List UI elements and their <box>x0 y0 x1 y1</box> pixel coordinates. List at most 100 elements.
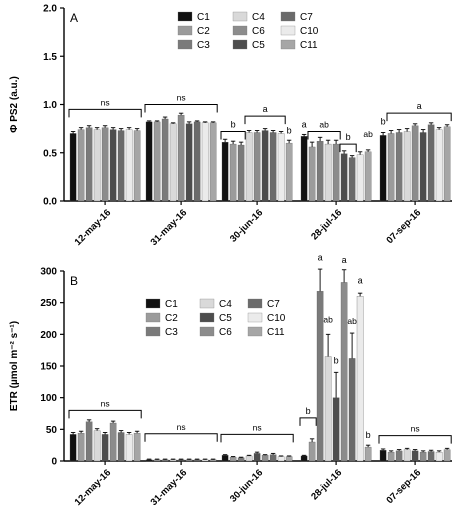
y-tick-label: 2.0 <box>43 4 57 15</box>
bar-c6 <box>419 451 427 462</box>
bar-c10 <box>201 122 209 202</box>
significance-bracket <box>68 108 142 118</box>
bar-c7 <box>348 358 356 462</box>
legend-swatch-c2 <box>145 312 161 323</box>
significance-label: ns <box>177 422 186 432</box>
bar-c5 <box>253 453 261 462</box>
bar-c1 <box>300 455 308 462</box>
bar-c2 <box>153 121 161 202</box>
y-tick-label: 50 <box>46 425 58 436</box>
x-tick-label: 07-sep-16 <box>384 467 423 506</box>
bar-c10 <box>277 456 285 462</box>
significance-label: ab <box>323 315 333 325</box>
x-tick-label: 30-jun-16 <box>228 467 265 504</box>
x-tick-label: 31-may-16 <box>149 467 190 508</box>
x-tick-label: 28-jul-16 <box>309 467 344 502</box>
x-tick-label: 12-may-16 <box>73 467 114 508</box>
bar-c5 <box>109 129 117 202</box>
y-tick-label: 150 <box>40 362 57 373</box>
legend-label: C6 <box>252 26 265 37</box>
significance-label: a <box>342 255 347 265</box>
bar-c7 <box>348 157 356 202</box>
bar-c3 <box>85 421 93 462</box>
legend-label: C11 <box>300 40 318 51</box>
legend-swatch-c4 <box>199 298 215 309</box>
legend-label: C7 <box>300 12 313 23</box>
significance-label: b <box>287 125 292 135</box>
bar-c4 <box>169 123 177 202</box>
significance-label: a <box>302 120 307 130</box>
legend-label: C4 <box>219 299 232 310</box>
legend-label: C3 <box>197 40 210 51</box>
legend-swatch-c7 <box>280 11 296 22</box>
bar-c2 <box>229 457 237 462</box>
y-tick-label: 0.0 <box>43 197 57 208</box>
significance-label: ab <box>319 120 329 130</box>
bar-c1 <box>379 135 387 202</box>
legend-swatch-c3 <box>177 39 193 50</box>
significance-label: b <box>231 120 236 130</box>
bar-c11 <box>133 130 141 202</box>
bar-c11 <box>209 459 217 462</box>
significance-bracket <box>144 433 218 442</box>
bar-c1 <box>379 450 387 462</box>
legend-label: C2 <box>197 26 210 37</box>
significance-label: ns <box>253 422 262 432</box>
bar-c11 <box>285 142 293 202</box>
bar-c6 <box>253 132 261 202</box>
y-tick-label: 250 <box>40 298 57 309</box>
bar-c4 <box>324 143 332 202</box>
bar-c10 <box>277 133 285 202</box>
legend-label: C10 <box>267 313 286 324</box>
bar-c2 <box>229 143 237 202</box>
legend-swatch-c2 <box>177 25 193 36</box>
panel-b: 0 50 100 150 200 250 300 ETR (µmol m⁻² s⁻¹) B 12-… <box>9 253 452 508</box>
bar-c6 <box>261 455 269 462</box>
bar-c4 <box>169 459 177 462</box>
bar-c7 <box>427 124 435 202</box>
significance-label: b <box>306 406 311 416</box>
significance-bracket <box>144 104 218 113</box>
bar-c10 <box>356 296 364 462</box>
bar-c5 <box>101 434 109 462</box>
bar-c3 <box>316 141 324 202</box>
x-tick-label: 12-may-16 <box>73 207 114 248</box>
significance-label: a <box>358 275 363 285</box>
legend-label: C6 <box>219 327 232 338</box>
bar-c1 <box>221 141 229 202</box>
legend-swatch-c10 <box>247 312 263 323</box>
significance-label: b <box>334 355 339 365</box>
bar-c11 <box>285 456 293 462</box>
legend-label: C3 <box>165 327 178 338</box>
legend-swatch-c11 <box>280 39 296 50</box>
panel-label: B <box>70 274 78 288</box>
bar-c2 <box>308 146 316 202</box>
bar-c3 <box>237 144 245 202</box>
bar-c11 <box>209 122 217 202</box>
bar-c3 <box>316 291 324 462</box>
bar-c2 <box>77 129 85 202</box>
bar-c7 <box>427 451 435 462</box>
legend-swatch-c4 <box>232 11 248 22</box>
y-tick-label: 200 <box>40 330 57 341</box>
significance-label: ns <box>411 424 420 434</box>
legend-swatch-c10 <box>280 25 296 36</box>
x-tick-label: 07-sep-16 <box>384 207 423 246</box>
significance-label: a <box>263 104 268 114</box>
significance-bracket <box>307 131 341 140</box>
significance-bracket <box>378 435 452 444</box>
bar-c10 <box>201 459 209 462</box>
legend-swatch-c11 <box>247 326 263 337</box>
bar-c6 <box>101 127 109 202</box>
bar-c3 <box>85 127 93 202</box>
x-tick-label: 28-jul-16 <box>309 207 344 242</box>
bar-c3 <box>161 118 169 202</box>
significance-bracket <box>244 115 286 125</box>
bar-c1 <box>145 459 153 462</box>
bar-c1 <box>69 434 77 462</box>
bar-c1 <box>145 121 153 202</box>
bar-c5 <box>340 153 348 202</box>
legend-label: C1 <box>197 12 210 23</box>
x-tick-label: 30-jun-16 <box>228 207 265 244</box>
significance-label: b <box>366 430 371 440</box>
